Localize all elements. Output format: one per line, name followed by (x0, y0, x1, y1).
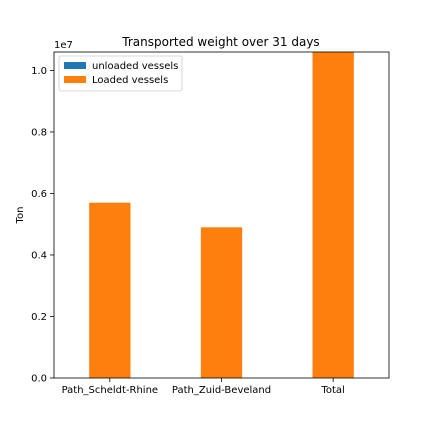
y-tick-label: 0.6 (31, 189, 47, 200)
bars-group (89, 52, 354, 378)
y-tick-label: 0.2 (31, 312, 47, 323)
y-tick-label: 0.4 (31, 250, 47, 261)
bar-loaded-1 (89, 203, 130, 378)
legend: unloaded vessels Loaded vessels (59, 56, 182, 91)
legend-swatch-unloaded (64, 62, 86, 69)
bar-loaded-2 (201, 227, 242, 378)
y-tick-label: 1.0 (31, 66, 47, 77)
y-axis-label: Ton (15, 207, 26, 225)
x-tick-label: Path_Scheldt-Rhine (62, 385, 159, 396)
x-tick-label: Path_Zuid-Beveland (172, 385, 271, 396)
x-tick-label: Total (320, 385, 344, 396)
chart-title: Transported weight over 31 days (121, 35, 319, 49)
y-scale-label: 1e7 (54, 40, 73, 51)
y-tick-label: 0.0 (31, 374, 47, 385)
y-tick-label: 0.8 (31, 127, 47, 138)
legend-label-loaded: Loaded vessels (92, 75, 168, 86)
legend-label-unloaded: unloaded vessels (92, 61, 178, 72)
legend-swatch-loaded (64, 76, 86, 83)
bar-loaded-3 (313, 52, 354, 378)
